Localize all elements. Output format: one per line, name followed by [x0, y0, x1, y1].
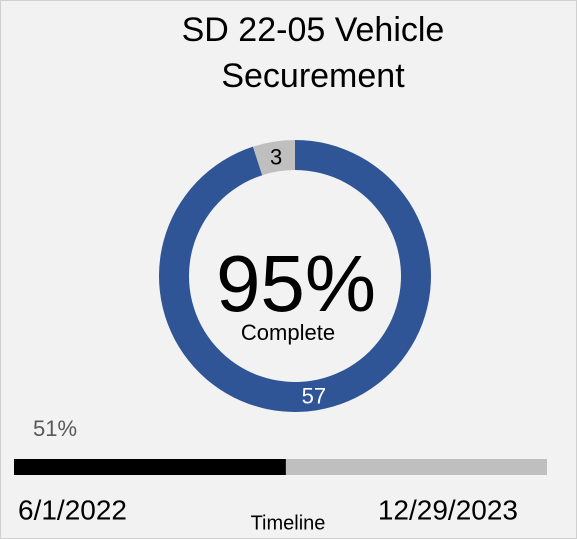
end-date: 12/29/2023 — [378, 494, 518, 525]
title-line: SD 22-05 Vehicle — [182, 11, 445, 49]
timeline-progress — [14, 459, 286, 475]
center-caption: Complete — [241, 320, 335, 345]
timeline-label: Timeline — [251, 512, 326, 534]
progress-label: 51% — [33, 416, 77, 441]
segment-label: 57 — [302, 383, 326, 408]
donut-segment — [252, 140, 295, 176]
title-line: Securement — [221, 57, 405, 95]
segment-label: 3 — [270, 144, 282, 169]
start-date: 6/1/2022 — [18, 494, 127, 525]
center-label: 95% — [216, 239, 376, 328]
